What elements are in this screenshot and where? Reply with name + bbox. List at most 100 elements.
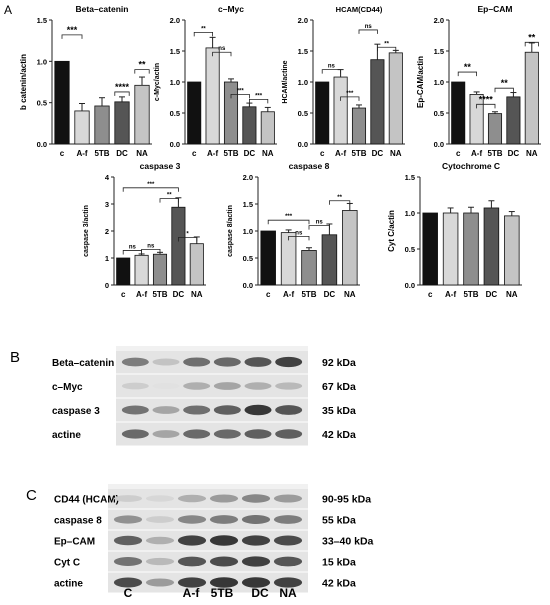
y-tick-label: 3 (105, 200, 109, 209)
blot-band (152, 406, 180, 414)
blot-band (273, 535, 303, 546)
significance-bracket (141, 248, 161, 254)
panel-label-a: A (4, 3, 12, 17)
x-tick-label: A-f (207, 149, 218, 158)
blot-protein-label: c–Myc (52, 382, 83, 393)
chart-6: Cytochrome C Cyt C/actin 0.0 0.5 1.0 1.5 c A-f 5… (387, 161, 522, 299)
blot-kda-label: 35 kDa (322, 405, 356, 417)
bar-A-f (205, 47, 220, 145)
blot-kda-label: 90-95 kDa (322, 494, 371, 506)
blot-band (241, 556, 271, 567)
x-tick-label: 5TB (223, 149, 238, 158)
y-tick-label: 1.0 (298, 78, 308, 87)
significance-label: *** (67, 25, 78, 35)
significance-bracket (230, 94, 250, 99)
y-tick-label: 0.5 (434, 109, 444, 118)
y-tick-label: 1.5 (243, 200, 253, 209)
blot-kda-label: 33–40 kDa (322, 536, 374, 548)
blot-band (241, 535, 271, 546)
y-axis-label: caspase 8/actin (227, 205, 234, 257)
bar-c (260, 230, 276, 286)
lane-label: 5TB (211, 586, 234, 600)
blot-band (275, 356, 303, 368)
x-tick-label: c (456, 149, 461, 158)
chart-title: HCAM(CD44) (336, 5, 383, 14)
x-tick-label: DC (508, 149, 520, 158)
blot-band (273, 494, 303, 503)
significance-label: ** (528, 32, 536, 42)
x-tick-label: A-f (445, 290, 456, 299)
blot-strip (116, 375, 308, 397)
x-tick-label: A-f (471, 149, 482, 158)
x-tick-label: NA (262, 149, 274, 158)
x-tick-label: 5TB (463, 290, 478, 299)
bar-DC (483, 207, 500, 286)
y-axis-label: Ep-CAM/actin (416, 56, 425, 108)
blot-band (177, 494, 207, 503)
bar-5TB (223, 81, 239, 145)
x-tick-label: DC (116, 149, 128, 158)
bar-NA (388, 52, 403, 145)
blot-band (113, 535, 143, 546)
bar-NA (524, 51, 539, 145)
y-tick-label: 0.5 (298, 109, 308, 118)
y-tick-label: 1.5 (405, 173, 415, 182)
blot-band (121, 405, 149, 415)
bar-c (54, 60, 70, 145)
significance-label: ** (138, 60, 146, 70)
blot-protein-label: actine (54, 579, 83, 590)
significance-bracket (457, 71, 477, 77)
x-tick-label: A-f (335, 149, 346, 158)
blot-band (152, 358, 180, 366)
bar-c (422, 212, 438, 286)
y-tick-label: 0.0 (243, 281, 253, 290)
y-tick-label: 1.5 (37, 16, 47, 25)
y-tick-label: 2.0 (434, 16, 444, 25)
significance-label: ** (501, 78, 509, 88)
chart-4: caspase 3 caspase 3/actin 0 1 2 3 4 c A-f 5TB DC NA… (83, 161, 206, 299)
blot-band (244, 382, 272, 390)
lane-label: C (124, 586, 133, 600)
blot-band (121, 429, 149, 439)
significance-label: ** (384, 41, 389, 47)
bar-c (187, 81, 202, 145)
x-tick-label: NA (191, 290, 203, 299)
blot-band (152, 430, 180, 438)
bar-A-f (134, 254, 149, 286)
significance-bracket (340, 96, 360, 101)
x-tick-label: A-f (76, 149, 87, 158)
blot-band (209, 556, 239, 567)
significance-label: *** (346, 91, 354, 97)
bar-A-f (442, 212, 459, 286)
chart-title: Ep–CAM (478, 4, 513, 14)
blot-protein-label: actine (52, 430, 81, 441)
x-tick-label: A-f (283, 290, 294, 299)
blot-band (113, 557, 143, 566)
y-tick-label: 0.0 (170, 140, 180, 149)
blot-band (209, 494, 239, 503)
x-tick-label: NA (390, 149, 402, 158)
blot-band (183, 357, 211, 367)
bar-5TB (463, 212, 479, 286)
blot-strip (108, 489, 308, 508)
x-tick-label: DC (324, 290, 336, 299)
significance-bracket (61, 34, 83, 39)
lane-label: DC (251, 586, 269, 600)
blot-band (121, 382, 149, 390)
significance-bracket (321, 69, 341, 74)
significance-bracket (193, 32, 213, 37)
chart-title: Beta–catenin (76, 4, 129, 14)
blot-band (209, 515, 239, 524)
y-tick-label: 1.0 (434, 78, 444, 87)
blot-protein-label: caspase 8 (54, 516, 102, 527)
blot-band (145, 536, 175, 545)
significance-label: *** (147, 182, 155, 188)
y-tick-label: 0.0 (37, 140, 47, 149)
significance-label: ns (295, 230, 303, 236)
western-blot-b: Beta–catenin 92 kDa c–Myc 67 kDa caspase 3 35… (52, 346, 356, 446)
chart-1: c–Myc c-Myc/actin 0.0 0.5 1.0 1.5 2.0 c A-f 5TB DC… (154, 4, 277, 158)
blot-band (209, 577, 239, 588)
significance-label: **** (115, 82, 130, 92)
bar-DC (171, 206, 186, 286)
